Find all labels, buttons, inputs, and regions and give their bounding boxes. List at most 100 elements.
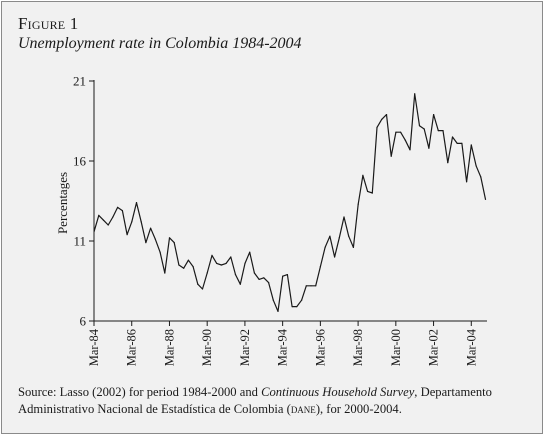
data-point (409, 149, 411, 151)
data-point (371, 192, 373, 194)
data-point (447, 162, 449, 164)
data-point (404, 139, 406, 141)
data-point (258, 278, 260, 280)
data-point (428, 147, 430, 149)
y-ticks: 6 11 16 21 Percentages (55, 74, 94, 329)
data-point (135, 202, 138, 204)
data-point (268, 282, 270, 284)
data-point (168, 237, 171, 239)
source-prefix: Source: Lasso (2002) for period 1984-200… (18, 385, 262, 399)
y-tick-label: 16 (73, 154, 87, 169)
data-point (470, 144, 472, 146)
source-suffix: ), for 2000-2004. (315, 402, 402, 416)
x-tick-label: Mar-88 (162, 329, 176, 366)
data-point (334, 256, 336, 258)
data-point (244, 262, 246, 264)
data-point (423, 128, 425, 130)
source-note: Source: Lasso (2002) for period 1984-200… (18, 384, 530, 418)
data-point (272, 299, 274, 301)
source-survey-name: Continuous Household Survey (261, 385, 415, 399)
data-point (357, 203, 359, 205)
data-point (183, 267, 185, 269)
x-tick-label: Mar-84 (87, 328, 101, 366)
data-point (390, 155, 392, 157)
data-point (362, 174, 364, 176)
figure-label: Figure 1 (18, 14, 79, 33)
data-point (263, 277, 265, 279)
x-tick-label: Mar-96 (313, 329, 327, 366)
data-point (395, 131, 397, 133)
data-point (197, 283, 199, 285)
figure-title: Unemployment rate in Colombia 1984-2004 (18, 35, 302, 52)
data-point (484, 198, 487, 200)
data-point (456, 142, 458, 144)
data-point (348, 235, 350, 237)
source-abbrev: dane (290, 402, 316, 416)
data-point (376, 126, 378, 128)
data-point (140, 221, 142, 223)
x-tick-label: Mar-98 (351, 329, 365, 366)
data-point (159, 251, 161, 253)
x-tick-label: Mar-94 (276, 328, 290, 366)
y-axis-label: Percentages (55, 172, 70, 234)
data-point (352, 246, 354, 248)
x-tick-label: Mar-90 (200, 329, 214, 366)
data-point (234, 274, 237, 276)
data-point (253, 272, 255, 274)
source-middle: , Departamento Administrativo Nacional d… (18, 385, 492, 416)
data-point (98, 214, 100, 216)
data-point (93, 230, 95, 232)
y-tick-label: 11 (73, 234, 86, 249)
x-tick-label: Mar-00 (389, 329, 403, 366)
data-point (305, 285, 307, 287)
data-point (201, 288, 204, 290)
x-ticks: Mar-84 Mar-86 Mar-88 Mar-90 Mar-92 Mar-94 Mar-… (87, 321, 478, 366)
data-point (277, 310, 279, 312)
data-point (230, 256, 232, 258)
data-point (225, 262, 227, 264)
x-tick-label: Mar-86 (125, 329, 139, 366)
data-point (319, 266, 321, 268)
data-point (315, 285, 317, 287)
data-point (433, 114, 435, 116)
data-point (338, 237, 340, 239)
data-point (117, 206, 119, 208)
data-point (286, 274, 288, 276)
data-point (145, 242, 147, 244)
data-point (107, 224, 109, 226)
data-point (343, 216, 345, 218)
x-tick-label: Mar-92 (238, 329, 252, 366)
data-point (466, 181, 468, 183)
data-point (192, 266, 194, 268)
data-point (173, 242, 175, 244)
data-point (178, 264, 180, 266)
data-point (310, 285, 312, 287)
data-point (150, 227, 152, 229)
y-tick-label: 21 (73, 74, 86, 89)
data-point (154, 238, 156, 240)
data-point (400, 131, 402, 133)
data-point (461, 142, 463, 144)
data-point (437, 130, 439, 132)
data-point (301, 299, 303, 301)
x-tick-label: Mar-02 (427, 329, 441, 366)
data-point (291, 306, 293, 308)
data-point (239, 283, 241, 285)
data-point (324, 246, 326, 248)
data-point (126, 234, 128, 236)
data-point (480, 176, 482, 178)
chart-axes (93, 80, 487, 322)
data-point (381, 118, 383, 120)
data-point (211, 254, 213, 256)
data-point (121, 210, 123, 212)
data-point (451, 136, 454, 138)
data-point (296, 306, 298, 308)
data-point (164, 272, 166, 274)
data-point (418, 125, 421, 127)
data-point (414, 93, 416, 95)
data-point (249, 251, 251, 253)
unemployment-series-line (93, 93, 487, 312)
data-point (329, 235, 331, 237)
